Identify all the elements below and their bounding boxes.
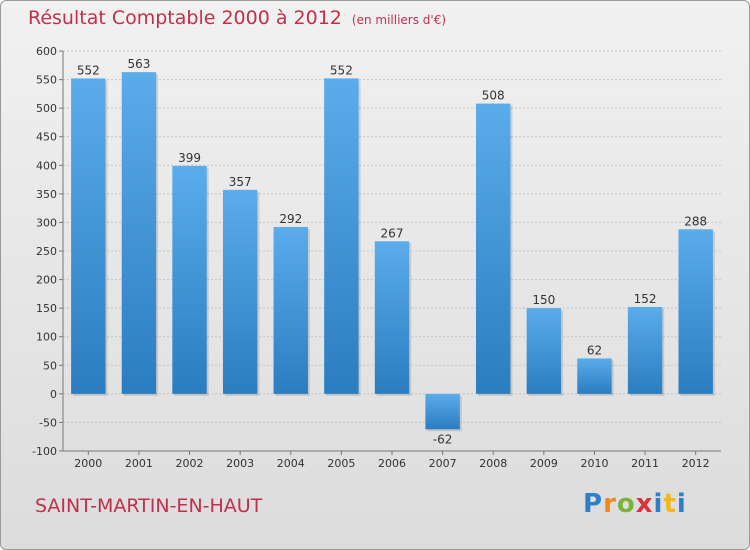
value-label-2003: 357 — [229, 175, 252, 189]
bar-2000 — [71, 78, 106, 394]
bar-2012 — [678, 229, 713, 394]
x-tick-label-2010: 2010 — [580, 457, 608, 470]
x-tick-label-2012: 2012 — [682, 457, 710, 470]
chart-title: Résultat Comptable 2000 à 2012 (en millie… — [28, 7, 446, 29]
x-tick-label-2000: 2000 — [74, 457, 102, 470]
y-tick-label: -50 — [39, 416, 57, 429]
value-label-2008: 508 — [482, 89, 505, 103]
x-tick-label-2001: 2001 — [125, 457, 153, 470]
x-tick-label-2007: 2007 — [429, 457, 457, 470]
logo-letter: P — [583, 489, 604, 519]
x-tick-label-2009: 2009 — [530, 457, 558, 470]
value-label-2009: 150 — [532, 293, 555, 307]
y-tick-label: 350 — [36, 188, 57, 201]
value-label-2012: 288 — [684, 214, 707, 228]
proxiti-logo[interactable]: Proxiti — [583, 489, 687, 519]
bar-2009 — [526, 308, 562, 394]
x-tick-label-2008: 2008 — [479, 457, 507, 470]
value-label-2006: 267 — [381, 226, 404, 240]
y-tick-label: 600 — [36, 45, 57, 58]
axes: -100 -50 0 50 100 150 200 250 300 350 400 450 500 550… — [32, 45, 721, 470]
bar-2005 — [324, 78, 359, 394]
logo-letter: x — [635, 489, 654, 519]
y-tick-label: 400 — [36, 159, 57, 172]
y-tick-label: 200 — [36, 274, 57, 287]
y-tick-label: 50 — [43, 359, 57, 372]
y-tick-label: -100 — [32, 445, 57, 458]
value-label-2005: 552 — [330, 63, 353, 77]
logo-letter: t — [663, 489, 677, 519]
bar-2004 — [273, 227, 308, 394]
y-tick-label: 250 — [36, 245, 57, 258]
bar-2011 — [627, 307, 663, 394]
value-labels: 552 563 399 357 292 552 267 -62 508 150 62 152 288 — [77, 57, 707, 446]
bar-2010 — [577, 358, 612, 394]
value-label-2001: 563 — [127, 57, 150, 71]
value-label-2011: 152 — [634, 292, 657, 306]
chart-unit: (en milliers d'€) — [351, 13, 447, 27]
x-tick-label-2011: 2011 — [631, 457, 659, 470]
bar-2001 — [121, 72, 157, 394]
value-label-2007: -62 — [433, 432, 453, 446]
y-tick-label: 500 — [36, 102, 57, 115]
x-tick-label-2003: 2003 — [226, 457, 254, 470]
chart-title-text: Résultat Comptable 2000 à 2012 — [28, 7, 342, 29]
y-tick-label: 150 — [36, 302, 57, 315]
value-label-2010: 62 — [587, 343, 602, 357]
value-label-2002: 399 — [178, 151, 201, 165]
bar-2002 — [172, 165, 207, 394]
x-tick-label-2005: 2005 — [327, 457, 355, 470]
bar-2003 — [222, 189, 258, 394]
commune-name: SAINT-MARTIN-EN-HAUT — [35, 495, 263, 517]
y-tick-label: 550 — [36, 74, 57, 87]
logo-letter: r — [603, 489, 617, 519]
x-tick-label-2002: 2002 — [176, 457, 204, 470]
bar-2006 — [374, 241, 410, 394]
value-label-2004: 292 — [279, 212, 302, 226]
y-tick-label: 0 — [50, 388, 57, 401]
value-label-2000: 552 — [77, 63, 100, 77]
x-tick-label-2006: 2006 — [378, 457, 406, 470]
logo-letter: i — [653, 489, 664, 519]
logo-letter: i — [676, 489, 687, 519]
y-tick-label: 450 — [36, 131, 57, 144]
logo-letter: o — [616, 489, 636, 519]
y-tick-label: 100 — [36, 331, 57, 344]
x-tick-label-2004: 2004 — [277, 457, 305, 470]
bar-2008 — [476, 103, 511, 394]
bar-2007 — [425, 393, 460, 430]
bars — [71, 72, 715, 432]
y-tick-label: 300 — [36, 216, 57, 229]
